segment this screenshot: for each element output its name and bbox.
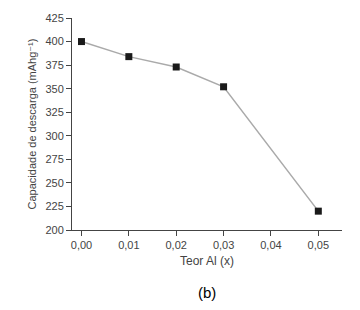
svg-text:0,00: 0,00 bbox=[71, 239, 92, 251]
svg-text:200: 200 bbox=[45, 224, 63, 236]
svg-text:0,03: 0,03 bbox=[213, 239, 234, 251]
svg-text:325: 325 bbox=[45, 106, 63, 118]
svg-text:0,02: 0,02 bbox=[165, 239, 186, 251]
svg-text:425: 425 bbox=[45, 12, 63, 24]
svg-text:250: 250 bbox=[45, 177, 63, 189]
svg-text:0,04: 0,04 bbox=[260, 239, 281, 251]
svg-text:375: 375 bbox=[45, 59, 63, 71]
svg-text:0,01: 0,01 bbox=[118, 239, 139, 251]
svg-text:0,05: 0,05 bbox=[308, 239, 329, 251]
svg-text:(b): (b) bbox=[198, 284, 216, 301]
svg-text:Capacidade de descarga (mAhg⁻¹: Capacidade de descarga (mAhg⁻¹) bbox=[26, 39, 38, 210]
svg-text:300: 300 bbox=[45, 130, 63, 142]
svg-text:225: 225 bbox=[45, 200, 63, 212]
svg-text:350: 350 bbox=[45, 83, 63, 95]
svg-text:275: 275 bbox=[45, 153, 63, 165]
svg-text:400: 400 bbox=[45, 35, 63, 47]
svg-text:Teor Al (x): Teor Al (x) bbox=[180, 254, 234, 268]
